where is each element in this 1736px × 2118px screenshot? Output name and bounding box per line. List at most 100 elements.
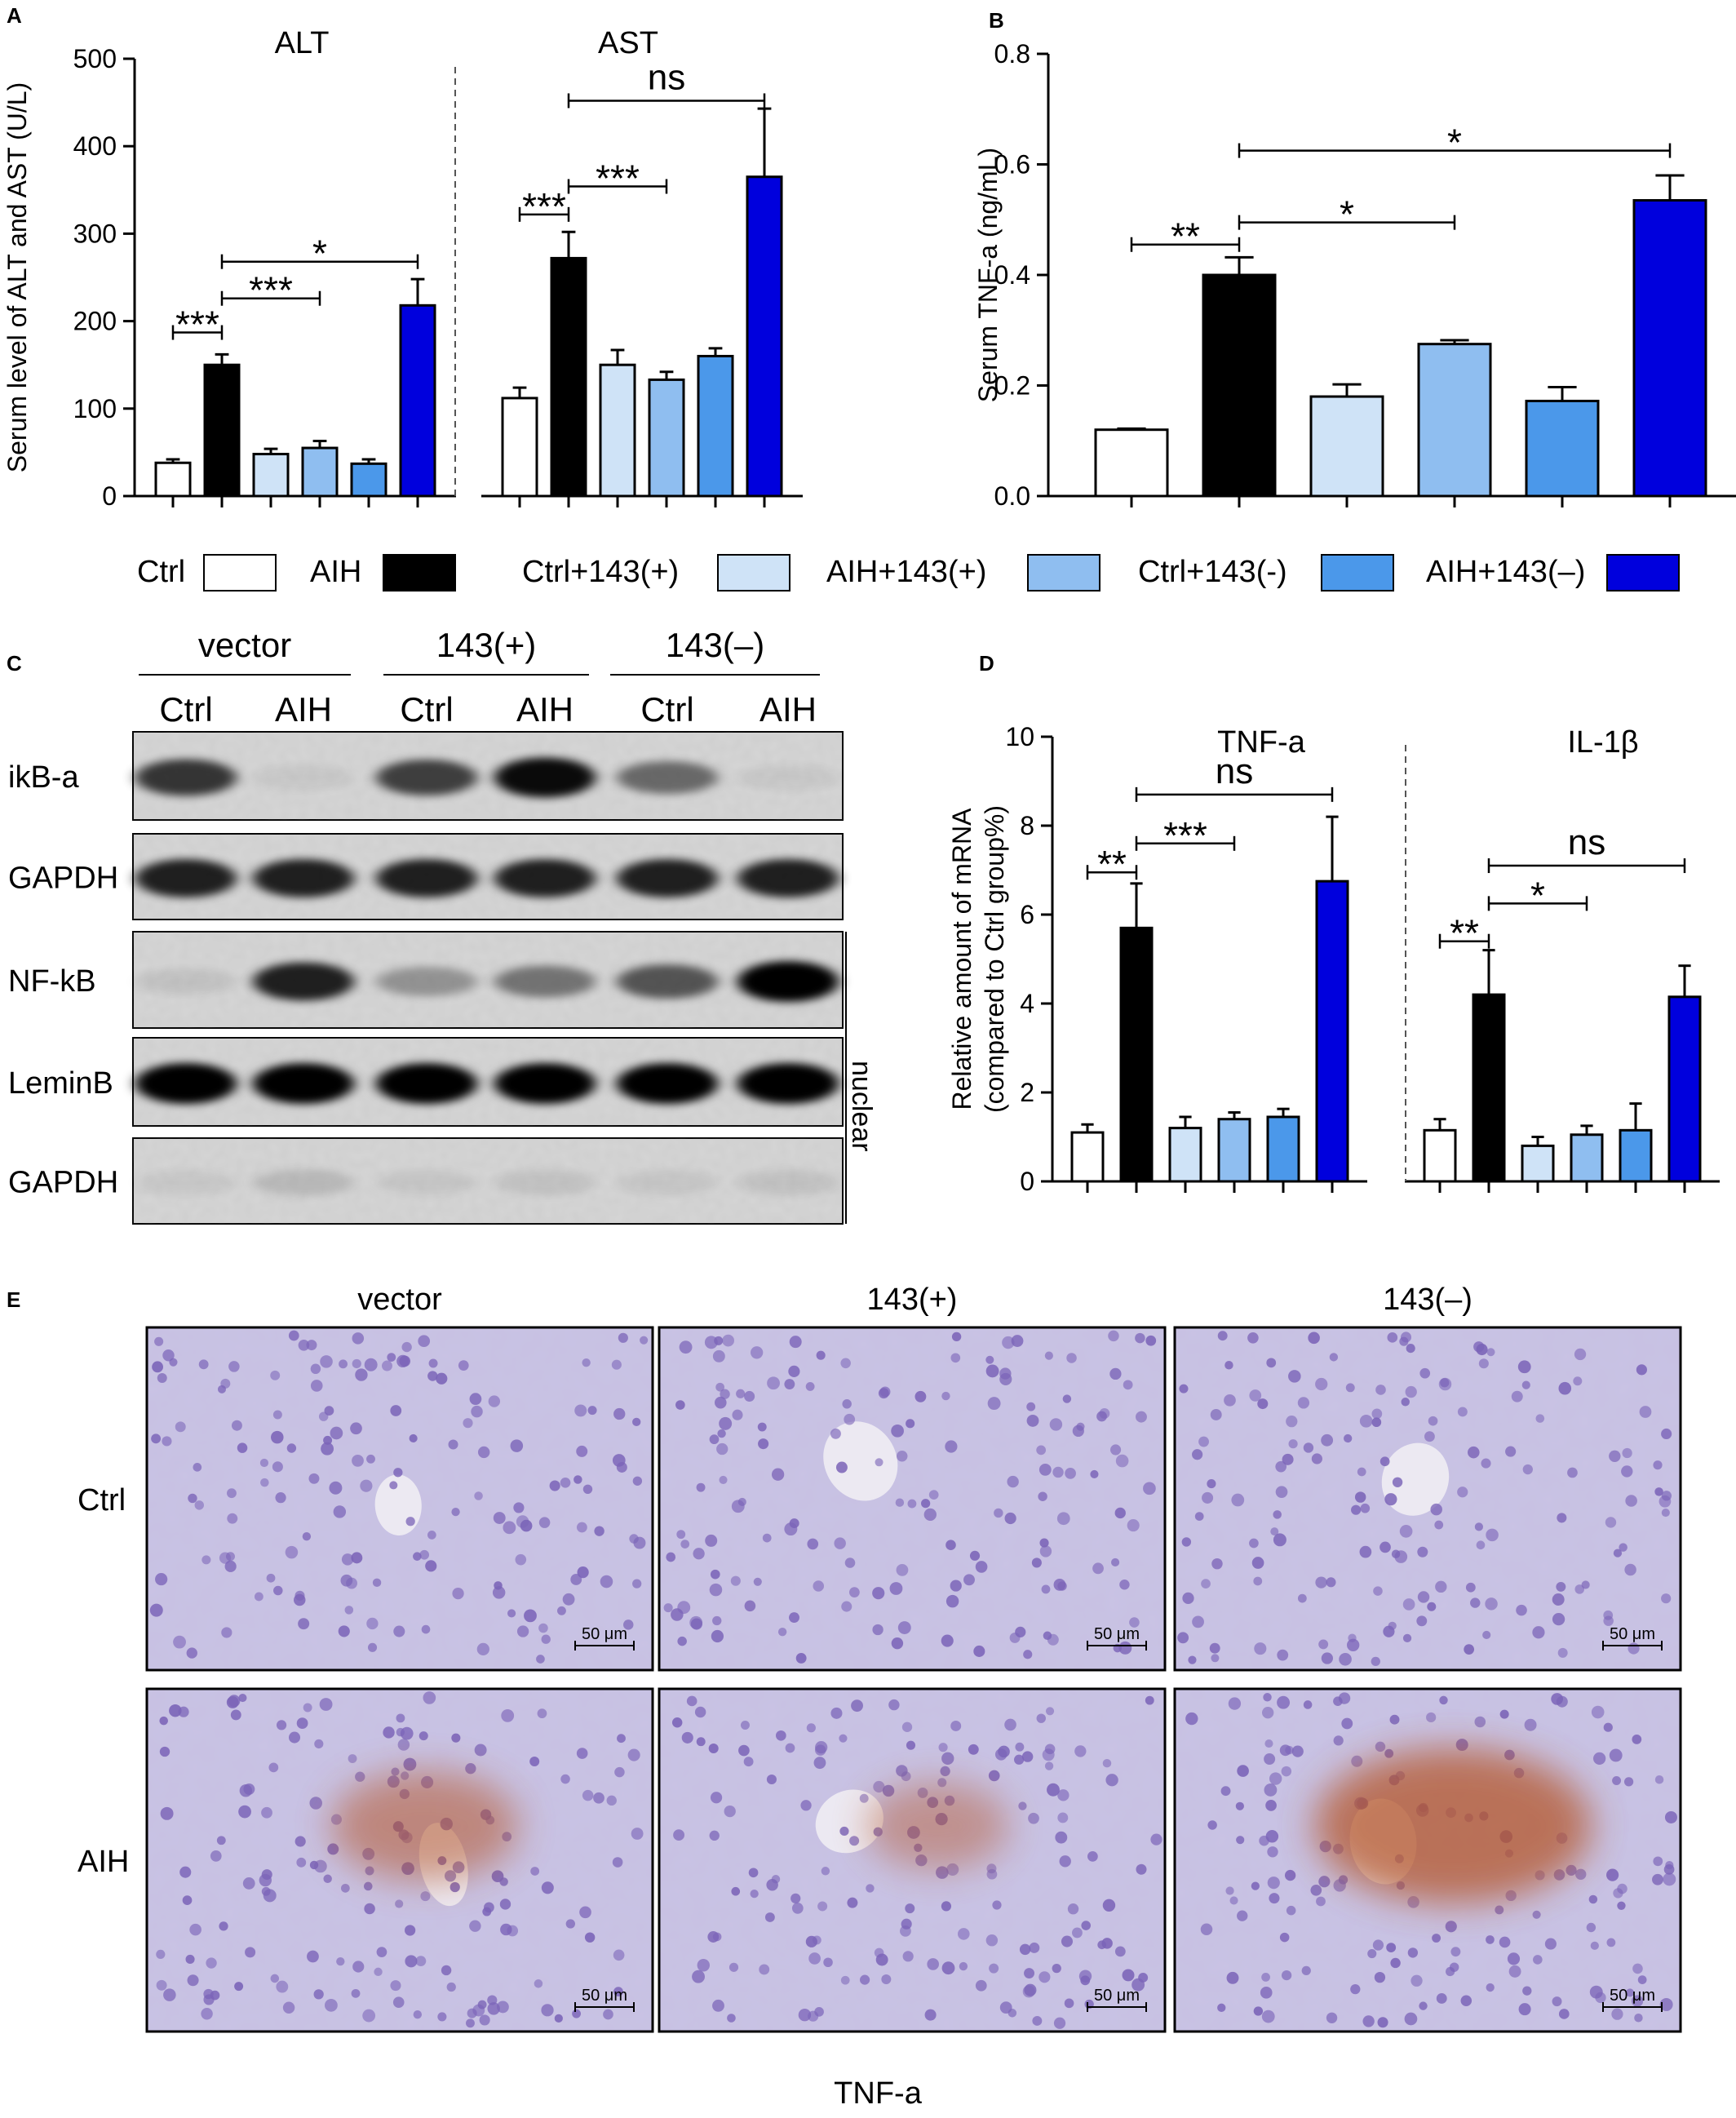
nucleus [710, 1569, 720, 1580]
nucleus [771, 1875, 781, 1884]
nucleus [1359, 1545, 1372, 1558]
nucleus [310, 1380, 323, 1392]
legend-label: AIH+143(+) [826, 555, 986, 589]
nucleus [392, 1996, 405, 2009]
nucleus [306, 1340, 317, 1351]
nucleus [1043, 1631, 1052, 1641]
nucleus [897, 1621, 911, 1634]
nucleus [339, 1359, 348, 1369]
blot-texture [133, 732, 843, 820]
sig-label: ** [1171, 215, 1200, 258]
legend-label: Ctrl+143(-) [1138, 555, 1287, 589]
bar [501, 397, 538, 498]
nucleus [446, 1982, 456, 1992]
panel-label-d: D [979, 651, 994, 676]
bar [1315, 880, 1349, 1183]
nucleus [841, 1601, 852, 1612]
nucleus [1658, 1495, 1672, 1508]
nucleus [405, 1925, 416, 1936]
nucleus [1524, 1718, 1537, 1731]
nucleus [1402, 1598, 1415, 1611]
nucleus [169, 1704, 182, 1717]
nucleus [1109, 1367, 1122, 1380]
nucleus [839, 1734, 848, 1743]
nucleus [1263, 1693, 1272, 1702]
nucleus [616, 1461, 627, 1473]
nucleus [1277, 1649, 1289, 1661]
nucleus [1024, 1968, 1035, 1979]
nucleus [1606, 1868, 1619, 1881]
nucleus [1591, 1705, 1605, 1719]
nucleus [1387, 1332, 1398, 1343]
nucleus [675, 1400, 685, 1410]
nucleus [534, 1979, 543, 1988]
nucleus [963, 1574, 975, 1586]
nucleus [1371, 1408, 1383, 1420]
nucleus [866, 1884, 875, 1893]
nucleus [201, 2008, 213, 2020]
nucleus [1015, 1742, 1025, 1752]
nucleus [494, 1581, 503, 1590]
nucleus [1609, 1450, 1621, 1462]
nucleus [629, 1534, 639, 1544]
nucleus [557, 1606, 566, 1615]
nucleus [1485, 1597, 1498, 1611]
nucleus [1087, 1851, 1098, 1862]
nucleus [1039, 1545, 1052, 1557]
nucleus [1623, 1777, 1634, 1787]
nucleus [606, 1795, 617, 1806]
sig-label: ns [648, 57, 685, 97]
nucleus [1288, 1370, 1301, 1383]
nucleus [1217, 1331, 1228, 1341]
nucleus [458, 1360, 469, 1371]
nucleus [152, 1361, 163, 1373]
nucleus [298, 1618, 310, 1630]
nucleus [1251, 1557, 1264, 1569]
sig-label: * [1447, 122, 1462, 164]
nucleus [941, 1752, 954, 1765]
nucleus [487, 2002, 500, 2015]
nucleus [969, 1550, 981, 1561]
nucleus [1004, 1512, 1016, 1525]
histology-grid: vector 143(+) 143(–) Ctrl AIH 50 μm 50 μm 50 μm… [78, 1283, 1682, 2111]
blot-row-label: ikB-a [8, 760, 79, 795]
nucleus [681, 1731, 693, 1744]
nucleus [764, 1912, 775, 1922]
nucleus [1552, 1593, 1565, 1606]
nucleus [340, 1883, 350, 1893]
nucleus [1432, 1934, 1442, 1943]
histology-column-label: 143(–) [1383, 1283, 1472, 1317]
nucleus [696, 1482, 706, 1492]
nucleus [875, 1458, 884, 1467]
nucleus [1438, 1377, 1452, 1391]
nucleus [541, 1634, 551, 1644]
nucleus [872, 1587, 885, 1600]
bar [697, 354, 734, 498]
nucleus [888, 1699, 900, 1711]
nucleus [813, 1580, 825, 1592]
nucleus [1297, 1593, 1307, 1603]
nucleus [1606, 1938, 1616, 1947]
nucleus [731, 1500, 745, 1513]
nucleus [1628, 1642, 1640, 1655]
blot-band [253, 962, 354, 1001]
nucleus [617, 1734, 626, 1744]
nucleus [906, 1740, 916, 1750]
nucleus [451, 1733, 461, 1743]
nucleus [849, 1836, 860, 1846]
nucleus [1032, 2015, 1043, 2026]
nucleus [1261, 2009, 1275, 2023]
nucleus [759, 1964, 770, 1975]
nucleus [228, 1695, 241, 1708]
nucleus [738, 1744, 750, 1757]
blot-band [737, 961, 839, 1002]
nucleus [1249, 1389, 1262, 1402]
nucleus [941, 1901, 952, 1912]
nucleus [340, 1574, 353, 1587]
nucleus [1310, 1884, 1322, 1896]
legend-label: AIH [310, 555, 361, 589]
nucleus [813, 1757, 826, 1770]
sig-label: ns [1216, 751, 1253, 791]
nucleus [1269, 1893, 1280, 1904]
nucleus [259, 1873, 272, 1887]
